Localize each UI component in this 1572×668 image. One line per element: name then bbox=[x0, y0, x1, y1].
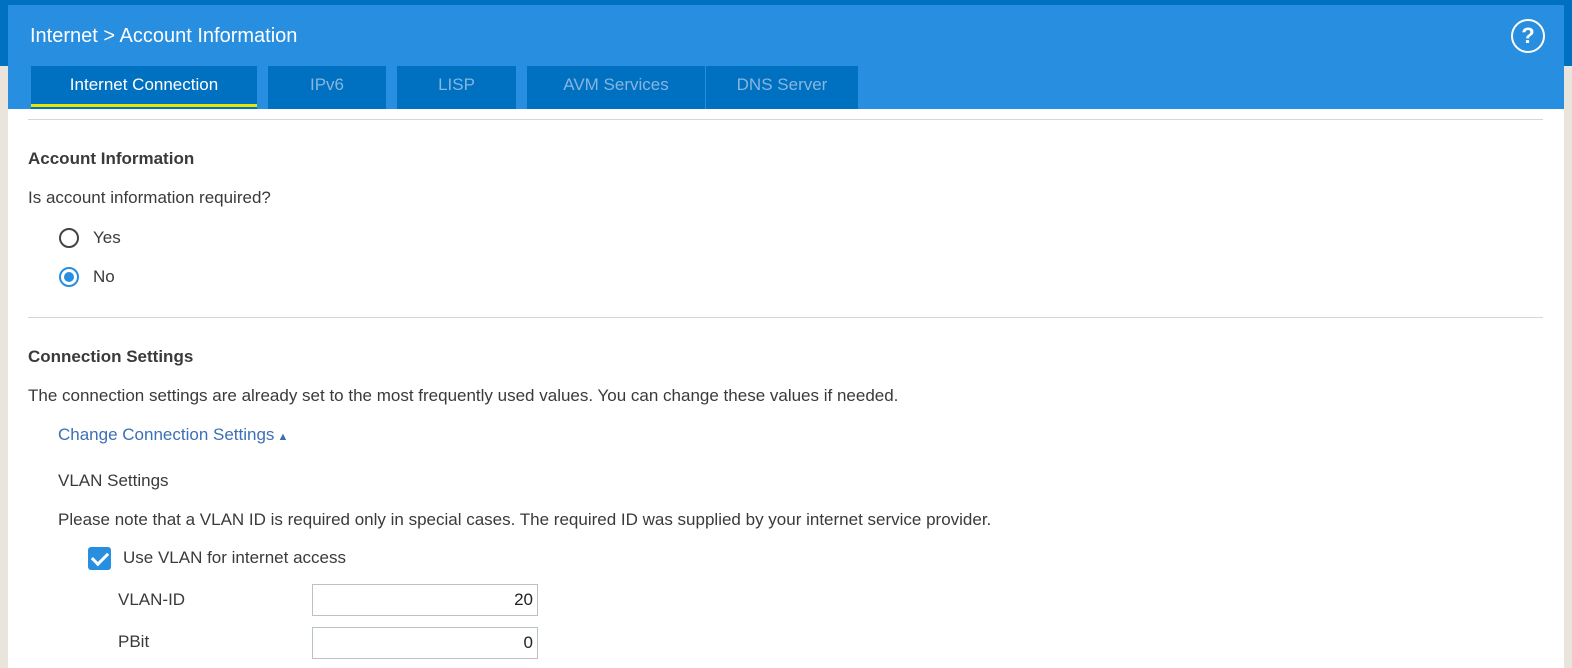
vlan-note: Please note that a VLAN ID is required o… bbox=[58, 510, 992, 529]
radio-yes-label[interactable]: Yes bbox=[93, 228, 121, 247]
tab-dns-server[interactable]: DNS Server bbox=[706, 66, 858, 109]
account-question: Is account information required? bbox=[28, 188, 271, 207]
help-circle-icon[interactable]: ? bbox=[1511, 19, 1545, 53]
pbit-label: PBit bbox=[118, 632, 150, 651]
triangle-up-icon: ▲ bbox=[274, 431, 289, 443]
use-vlan-label[interactable]: Use VLAN for internet access bbox=[123, 548, 346, 567]
use-vlan-checkbox[interactable] bbox=[88, 547, 111, 570]
breadcrumb: Internet > Account Information bbox=[30, 25, 298, 47]
vlan-id-label: VLAN-ID bbox=[118, 590, 186, 609]
change-connection-settings-label[interactable]: Change Connection Settings bbox=[58, 425, 275, 444]
vlan-settings-title: VLAN Settings bbox=[58, 471, 169, 490]
connection-description: The connection settings are already set … bbox=[28, 386, 899, 405]
account-section-title: Account Information bbox=[28, 149, 195, 168]
header: Internet > Account Information ? Interne… bbox=[8, 5, 1564, 109]
divider bbox=[28, 119, 1543, 120]
vlan-id-input[interactable] bbox=[312, 584, 538, 616]
connection-section-title: Connection Settings bbox=[28, 347, 194, 366]
change-connection-settings-link[interactable]: Change Connection Settings ▲ bbox=[58, 425, 288, 445]
divider bbox=[28, 317, 1543, 318]
radio-no[interactable] bbox=[59, 267, 79, 287]
tab-ipv6[interactable]: IPv6 bbox=[268, 66, 386, 109]
radio-no-label[interactable]: No bbox=[93, 267, 115, 286]
tab-lisp[interactable]: LISP bbox=[397, 66, 516, 109]
radio-yes[interactable] bbox=[59, 228, 79, 248]
pbit-input[interactable] bbox=[312, 627, 538, 659]
tab-internet-connection[interactable]: Internet Connection bbox=[31, 66, 257, 109]
main-panel: Internet > Account Information ? Interne… bbox=[8, 5, 1564, 668]
tab-avm-services[interactable]: AVM Services bbox=[527, 66, 705, 109]
